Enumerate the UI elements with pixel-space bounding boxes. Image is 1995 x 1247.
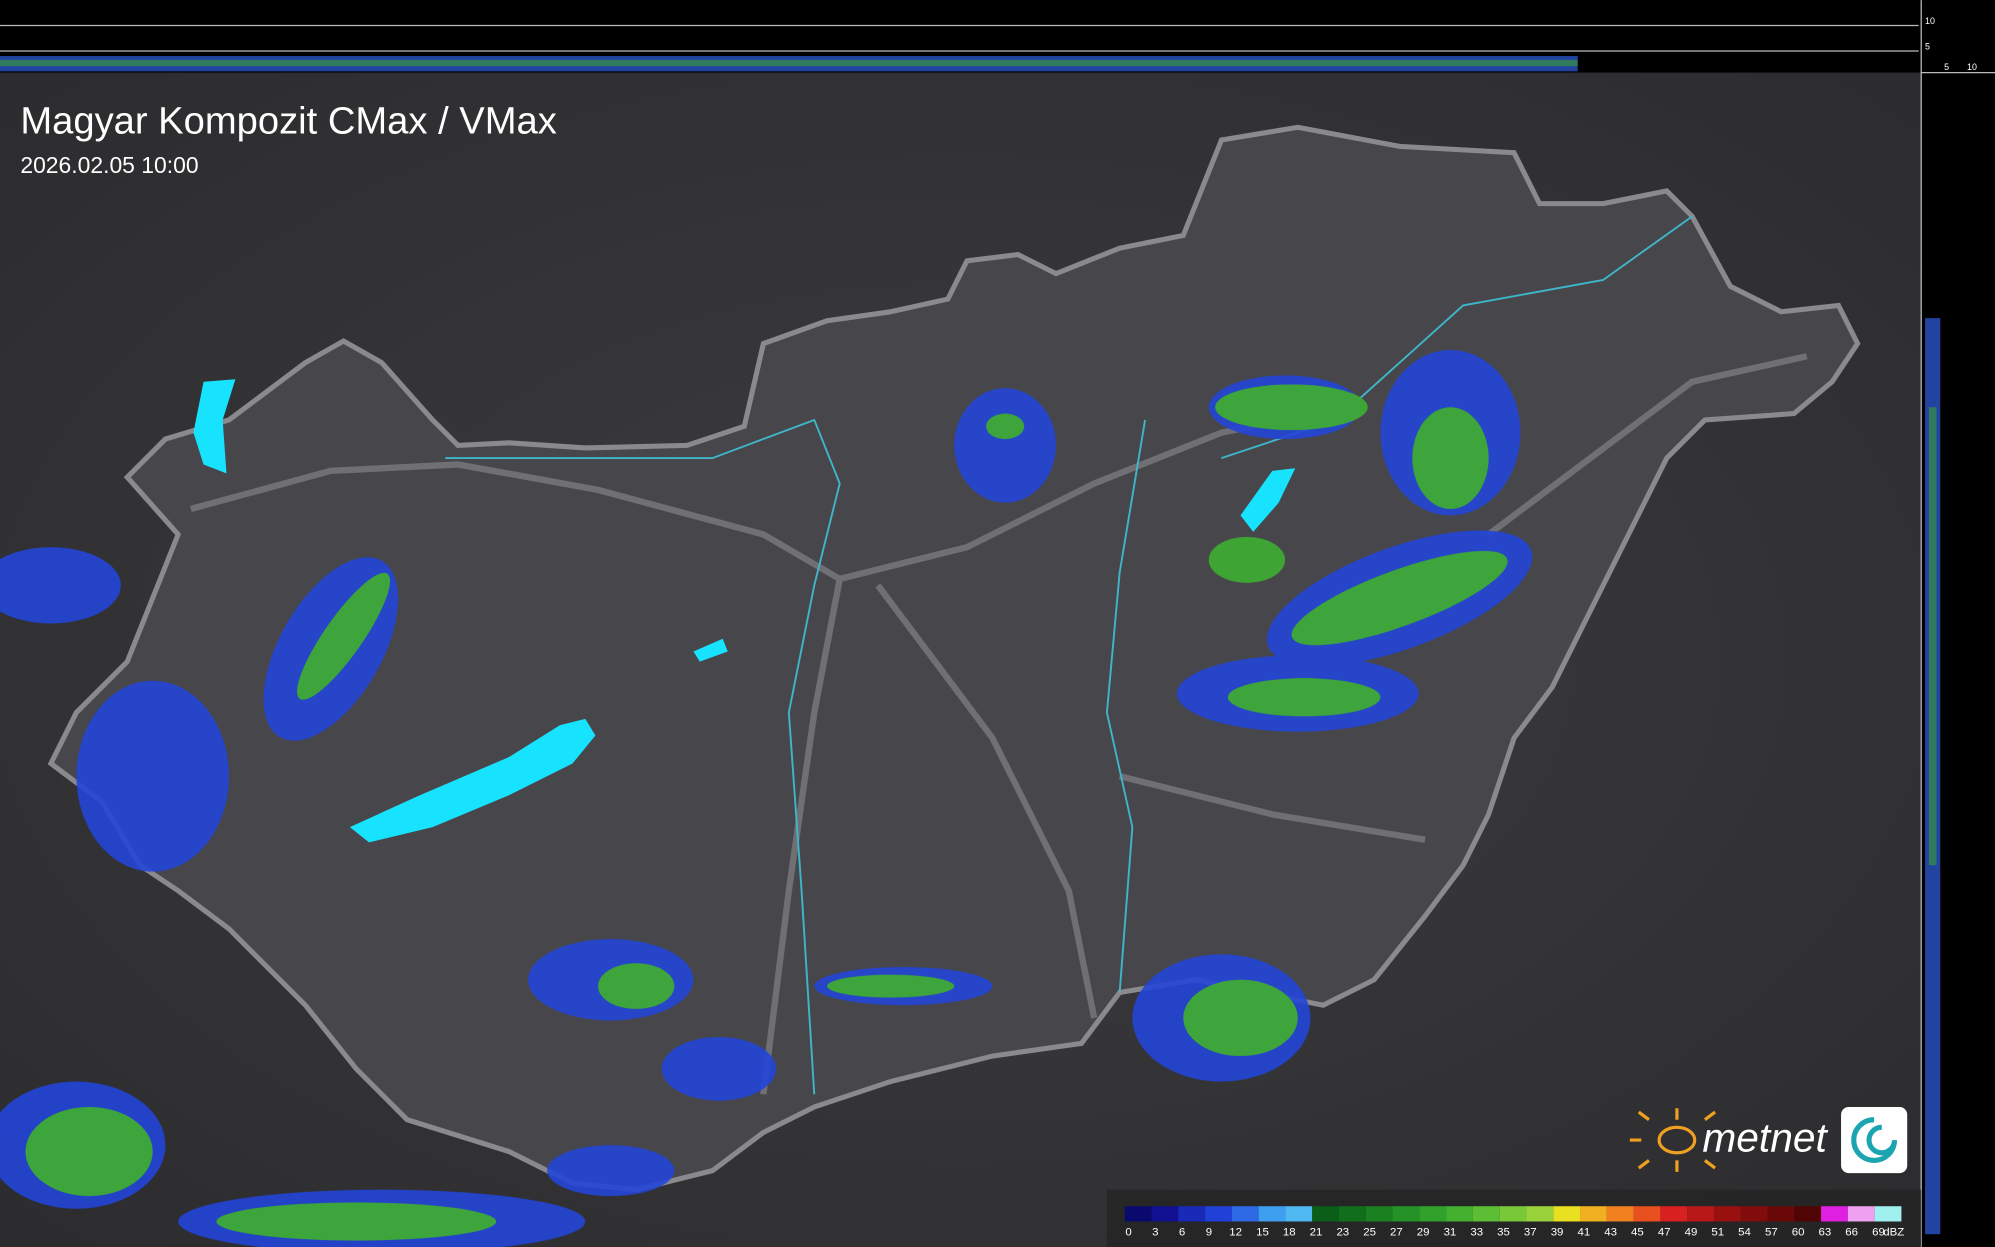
legend-label: 51: [1711, 1226, 1724, 1238]
legend-label: 12: [1229, 1226, 1242, 1238]
legend-swatch: [1285, 1206, 1313, 1222]
legend-label: 47: [1658, 1226, 1671, 1238]
legend-label: 41: [1577, 1226, 1590, 1238]
lake-ferto: [193, 379, 236, 474]
legend-label: 31: [1444, 1226, 1457, 1238]
legend-swatch: [1526, 1206, 1554, 1222]
logo: [1629, 1108, 1717, 1172]
legend-label: 35: [1497, 1226, 1510, 1238]
legend-swatch: [1124, 1206, 1152, 1222]
lake-velence: [693, 638, 728, 662]
profile-echo: [1928, 407, 1937, 866]
legend-label: 54: [1738, 1226, 1751, 1238]
legend-swatch: [1553, 1206, 1581, 1222]
logo-icon: [1841, 1106, 1908, 1174]
legend-swatch: [1633, 1206, 1661, 1222]
logo-swirl: [1851, 1117, 1898, 1163]
legend-label: 15: [1256, 1226, 1269, 1238]
legend-label: 0: [1125, 1226, 1131, 1238]
map-title: Magyar Kompozit CMax / VMax: [20, 100, 556, 143]
legend-swatch: [1660, 1206, 1688, 1222]
legend-swatch: [1740, 1206, 1768, 1222]
legend-label: 63: [1819, 1226, 1832, 1238]
legend-swatch: [1392, 1206, 1420, 1222]
profile-tick-label: 5: [1944, 62, 1949, 72]
legend-label: 37: [1524, 1226, 1537, 1238]
legend-label: 29: [1417, 1226, 1430, 1238]
legend-swatch: [1767, 1206, 1795, 1222]
legend-label: 25: [1363, 1226, 1376, 1238]
legend: 0 3 6 9 12 15 18 21 23 25 27 29 31 33 35 37 39 41 43 45 47 49…: [1124, 1206, 1904, 1238]
legend-label: 43: [1604, 1226, 1617, 1238]
profile-tick-label: 5: [1925, 42, 1930, 52]
legend-label: 45: [1631, 1226, 1644, 1238]
legend-swatch: [1687, 1206, 1714, 1222]
lake-tisza: [1240, 468, 1296, 532]
legend-label: 27: [1390, 1226, 1403, 1238]
legend-label: 39: [1551, 1226, 1564, 1238]
legend-swatch: [1446, 1206, 1473, 1222]
legend-swatch: [1847, 1206, 1875, 1222]
legend-swatch: [1205, 1206, 1232, 1222]
legend-label: 3: [1152, 1226, 1158, 1238]
legend-label: 57: [1765, 1226, 1778, 1238]
logo-text: metnet: [1702, 1115, 1828, 1161]
legend-label: 49: [1685, 1226, 1698, 1238]
legend-swatch: [1472, 1206, 1500, 1222]
radar-echoes: [0, 349, 1533, 1247]
legend-label: 23: [1336, 1226, 1349, 1238]
legend-swatch: [1499, 1206, 1527, 1222]
legend-label: 33: [1470, 1226, 1483, 1238]
legend-swatch: [1178, 1206, 1206, 1222]
timestamp: 2026.02.05 10:00: [20, 152, 198, 178]
legend-swatch: [1151, 1206, 1179, 1222]
legend-label: 18: [1283, 1226, 1296, 1238]
roads: [190, 353, 1808, 1095]
legend-label: 69: [1872, 1226, 1885, 1238]
legend-swatch: [1312, 1206, 1339, 1222]
legend-label: 60: [1792, 1226, 1805, 1238]
legend-label: 66: [1845, 1226, 1858, 1238]
legend-swatch: [1794, 1206, 1822, 1222]
profile-scale: 10 5 5 10: [1925, 16, 1977, 72]
legend-swatch: [1231, 1206, 1259, 1222]
legend-label: 21: [1310, 1226, 1323, 1238]
legend-swatch: [1419, 1206, 1447, 1222]
legend-swatch: [1258, 1206, 1286, 1222]
legend-swatch: [1874, 1206, 1902, 1222]
legend-label: 6: [1179, 1226, 1185, 1238]
legend-swatch: [1606, 1206, 1634, 1222]
profile-tick-label: 10: [1925, 16, 1935, 26]
legend-swatch: [1713, 1206, 1741, 1222]
legend-unit: dBZ: [1883, 1226, 1904, 1238]
legend-swatch: [1365, 1206, 1393, 1222]
legend-swatch: [1580, 1206, 1607, 1222]
profile-echo: [0, 59, 1578, 67]
legend-swatch: [1821, 1206, 1848, 1222]
legend-label: 9: [1206, 1226, 1212, 1238]
lake-balaton: [349, 718, 596, 843]
profile-tick-label: 10: [1967, 62, 1977, 72]
legend-swatch: [1338, 1206, 1366, 1222]
